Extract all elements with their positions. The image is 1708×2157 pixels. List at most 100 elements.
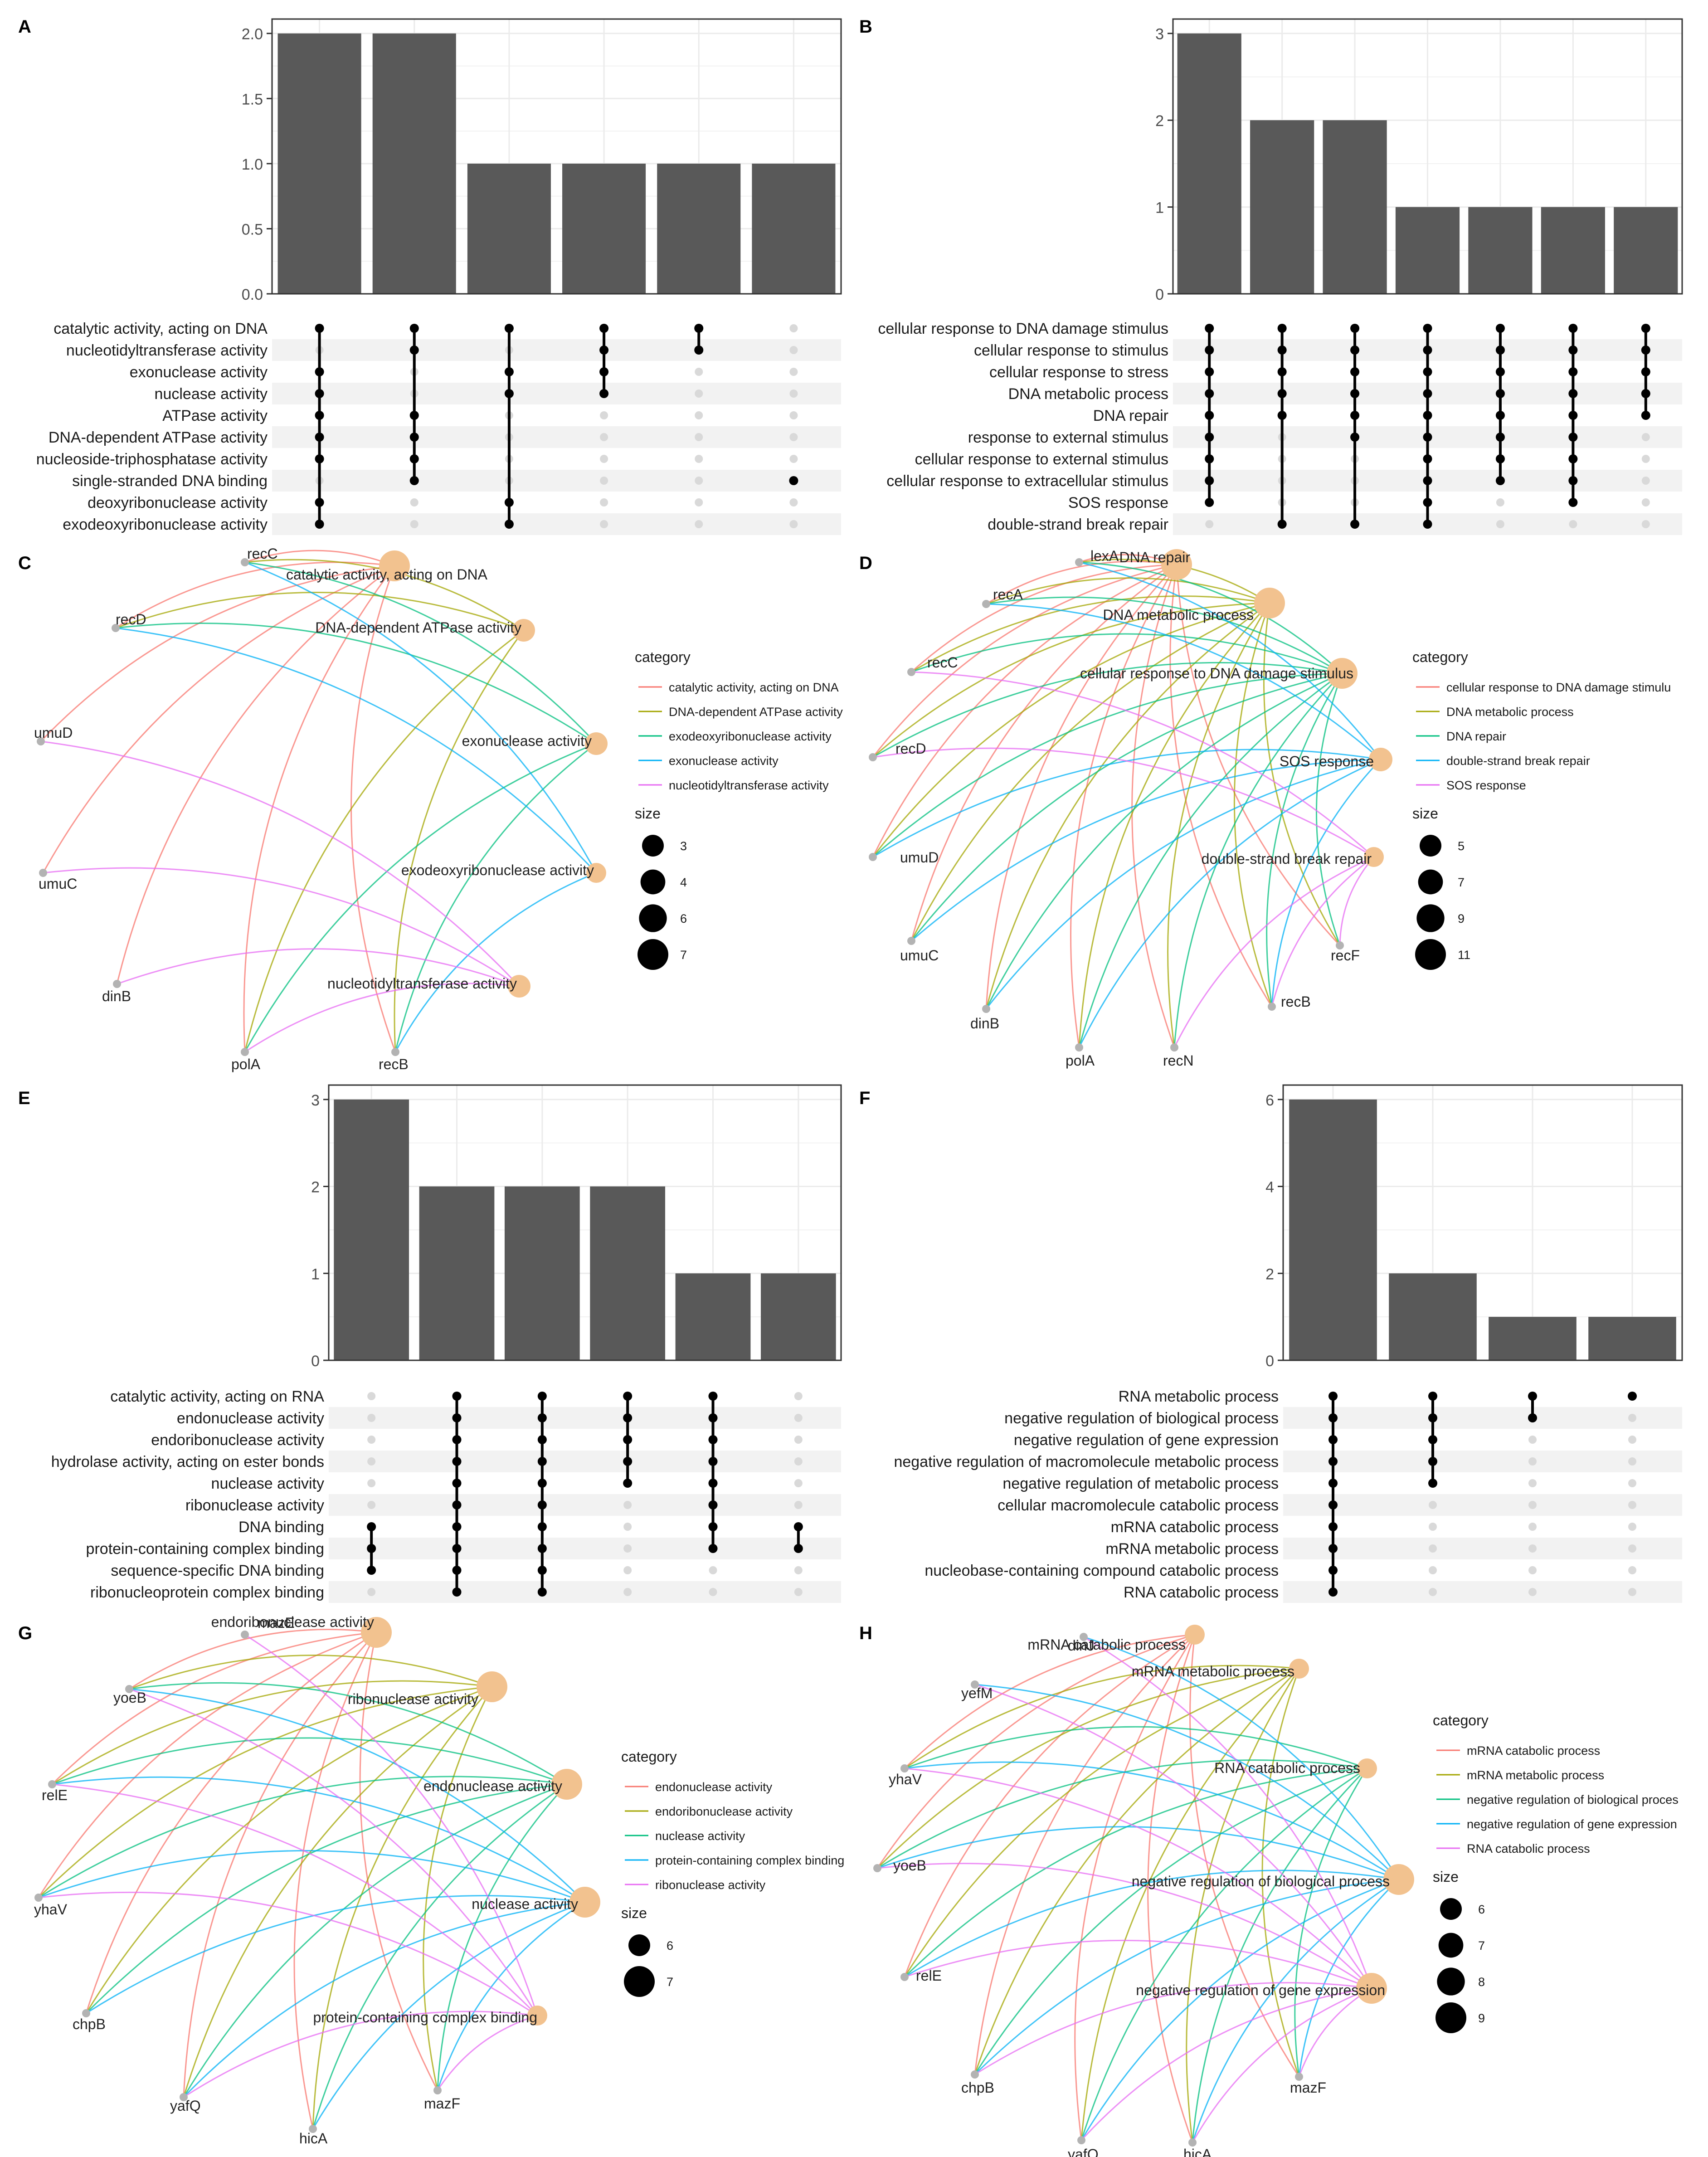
matrix-dot-on [1350, 433, 1360, 442]
edge [129, 1629, 377, 1690]
matrix-dot-off [794, 1457, 803, 1466]
edge [312, 1686, 493, 2129]
matrix-dot-on [537, 1544, 547, 1553]
matrix-dot-on [537, 1392, 547, 1401]
matrix-dot-on [537, 1479, 547, 1488]
panel-letter-h: H [859, 1623, 872, 1643]
y-tick-label: 0 [311, 1353, 320, 1370]
matrix-dot-on [1205, 476, 1214, 485]
matrix-dot-on [315, 367, 324, 376]
legend-size-key [628, 1934, 650, 1956]
legend-size-key [1415, 939, 1446, 970]
matrix-dot-on [708, 1392, 718, 1401]
gene-node [241, 1048, 249, 1056]
edge [1271, 759, 1382, 1007]
matrix-dot-on [367, 1522, 376, 1531]
matrix-dot-on [452, 1435, 462, 1444]
matrix-dot-on [452, 1544, 462, 1553]
edge [877, 1826, 1399, 1880]
matrix-dot-on [708, 1457, 718, 1466]
matrix-dot-off [1628, 1436, 1636, 1444]
gene-node [907, 668, 915, 676]
edge [872, 564, 1177, 857]
matrix-dot-on [1205, 324, 1214, 333]
legend-size-key [1416, 904, 1445, 932]
matrix-dot-on [537, 1457, 547, 1466]
matrix-dot-off [1429, 1523, 1437, 1531]
edge [437, 1901, 585, 2091]
legend-size-key [637, 939, 668, 970]
matrix-dot-on [599, 389, 609, 398]
set-label: DNA-dependent ATPase activity [49, 429, 268, 446]
matrix-dot-on [708, 1479, 718, 1488]
bar [760, 1273, 836, 1360]
matrix-dot-on [315, 454, 324, 463]
term-node [551, 1769, 582, 1800]
legend-size-label: 11 [1458, 948, 1470, 962]
legend-size-label: 7 [1478, 1939, 1485, 1952]
legend-category-label: cellular response to DNA damage stimulu [1446, 681, 1671, 694]
legend-size-title: size [635, 805, 661, 822]
matrix-dot-off [1528, 1566, 1537, 1574]
bar-plot-border [1282, 1084, 1683, 1361]
set-label: mRNA catabolic process [1111, 1519, 1279, 1536]
legend-category-title: category [621, 1748, 677, 1765]
gene-label: umuC [900, 947, 939, 964]
term-label: negative regulation of biological proces… [1132, 1873, 1390, 1889]
matrix-dot-on [599, 324, 609, 333]
set-label: DNA binding [238, 1519, 324, 1536]
y-tick-label: 2 [311, 1179, 320, 1196]
matrix-dot-off [695, 498, 703, 506]
gene-node [1080, 1633, 1088, 1641]
gene-node [39, 869, 47, 877]
matrix-dot-off [1569, 520, 1577, 528]
matrix-dot-off [789, 390, 798, 398]
edge [129, 1654, 492, 1690]
matrix-dot-on [1495, 411, 1505, 420]
term-label: double-strand break repair [1202, 851, 1372, 867]
edge [243, 565, 395, 1052]
matrix-dot-on [452, 1392, 462, 1401]
edge [86, 1895, 585, 2014]
cnet-panel-d: lexA recA recC recD umuD umuC dinB polA recN recB… [869, 548, 1671, 1069]
matrix-dot-off [1429, 1566, 1437, 1574]
bar-plot-border [271, 18, 842, 295]
y-tick-label: 3 [311, 1092, 320, 1109]
edge [52, 1783, 538, 2016]
upset-panel-e: 0 1 2 3 catalytic activity, acting on RNA end… [51, 1084, 842, 1603]
edge [437, 1783, 568, 2091]
matrix-dot-on [1205, 389, 1214, 398]
term-label: exodeoxyribonuclease activity [401, 862, 594, 878]
term-node [1289, 1659, 1309, 1679]
edge [183, 1901, 585, 2098]
term-label: endonuclease activity [423, 1778, 562, 1794]
edge [38, 1776, 567, 1899]
edge [904, 1767, 1372, 1989]
edge [1261, 1668, 1300, 2077]
matrix-dot-on [1328, 1544, 1338, 1553]
term-label: nuclease activity [472, 1896, 578, 1912]
legend-size-title: size [621, 1905, 647, 1921]
matrix-dot-on [1423, 520, 1432, 529]
edge [52, 1776, 585, 1903]
edge [910, 564, 1177, 941]
matrix-dot-off [367, 1457, 376, 1466]
matrix-dot-on [1277, 520, 1287, 529]
legend-size-label: 6 [680, 912, 687, 925]
edge [1192, 1879, 1399, 2143]
term-node [1364, 847, 1384, 867]
term-label: catalytic activity, acting on DNA [286, 566, 488, 583]
matrix-dot-off [1496, 520, 1504, 528]
matrix-dot-on [1568, 498, 1578, 507]
legend-category-label: ribonuclease activity [655, 1878, 766, 1892]
edge [974, 1684, 1400, 1880]
legend-size-label: 9 [1458, 912, 1465, 925]
matrix-dot-off [1528, 1588, 1537, 1596]
bar-plot-border [1172, 18, 1683, 295]
bar [1289, 1099, 1377, 1360]
matrix-dot-on [623, 1392, 633, 1401]
matrix-dot-on [1568, 476, 1578, 485]
gene-node [37, 737, 45, 745]
gene-node [241, 1631, 249, 1639]
matrix-dot-on [1423, 389, 1432, 398]
